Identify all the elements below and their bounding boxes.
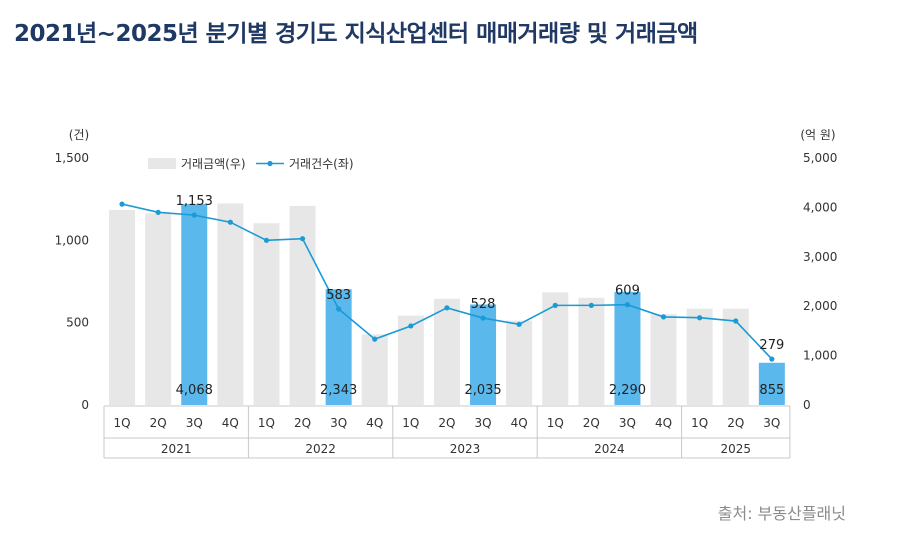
bar-14 [614, 291, 641, 405]
legend-line-label: 거래건수(좌) [289, 157, 354, 171]
right-axis-tick: 0 [803, 398, 811, 412]
source-credit: 출처: 부동산플래닛 [717, 504, 846, 523]
line-point-1 [155, 209, 161, 215]
line-value-label: 279 [759, 338, 784, 353]
line-point-4 [263, 237, 270, 243]
bar-11 [506, 320, 533, 405]
category-tick: 4Q [366, 416, 383, 430]
legend-line-marker [267, 160, 273, 167]
bar-value-label: 4,068 [176, 383, 213, 398]
bar-value-label: 2,035 [464, 383, 501, 398]
bar-8 [397, 315, 424, 405]
line-point-0 [119, 201, 125, 207]
line-point-17 [733, 318, 739, 324]
bar-13 [578, 297, 605, 405]
line-point-13 [588, 302, 594, 308]
legend-bar-label: 거래금액(우) [181, 157, 246, 171]
line-point-2 [191, 212, 197, 218]
line-point-7 [372, 336, 378, 342]
category-tick: 2Q [583, 416, 600, 430]
line-point-15 [660, 314, 667, 320]
line-point-16 [697, 315, 703, 321]
left-axis-tick: 500 [66, 316, 89, 330]
category-tick: 2Q [150, 416, 167, 430]
category-tick: 3Q [619, 416, 636, 430]
page-title: 2021년~2025년 분기별 경기도 지식산업센터 매매거래량 및 거래금액 [14, 21, 698, 47]
right-axis-tick: 4,000 [803, 200, 837, 214]
line-point-8 [408, 323, 414, 329]
category-tick: 4Q [222, 416, 239, 430]
category-tick: 3Q [330, 416, 347, 430]
year-label: 2024 [594, 442, 625, 456]
bar-15 [650, 314, 677, 405]
bar-4 [253, 223, 280, 405]
category-tick: 3Q [186, 416, 203, 430]
bar-value-label: 2,290 [609, 383, 646, 398]
line-value-label: 609 [615, 284, 640, 299]
bar-value-label: 855 [759, 383, 784, 398]
category-tick: 1Q [258, 416, 275, 430]
left-axis-tick: 1,000 [55, 233, 89, 247]
bar-9 [433, 298, 460, 405]
bar-1 [145, 213, 172, 405]
line-point-11 [516, 321, 522, 327]
category-tick: 3Q [475, 416, 492, 430]
left-axis-tick: 1,500 [55, 151, 89, 165]
bar-2 [181, 204, 208, 405]
line-value-label: 1,153 [176, 194, 213, 209]
category-tick: 1Q [402, 416, 419, 430]
category-tick: 2Q [727, 416, 744, 430]
category-tick: 3Q [763, 416, 780, 430]
year-label: 2025 [720, 442, 751, 456]
legend-bar-swatch [148, 158, 176, 169]
bar-18 [758, 362, 785, 405]
year-label: 2023 [450, 442, 481, 456]
category-tick: 2Q [294, 416, 311, 430]
category-tick: 1Q [114, 416, 131, 430]
bar-7 [361, 334, 388, 405]
bar-10 [470, 304, 497, 405]
line-point-14 [624, 302, 631, 308]
right-axis-tick: 2,000 [803, 299, 837, 313]
line-point-10 [480, 315, 486, 321]
line-point-9 [444, 305, 450, 311]
category-tick: 2Q [438, 416, 455, 430]
category-tick: 4Q [655, 416, 672, 430]
line-point-5 [299, 236, 306, 242]
left-axis-tick: 0 [81, 398, 89, 412]
category-tick: 4Q [511, 416, 528, 430]
right-axis-unit: (억 원) [800, 128, 835, 142]
left-axis-unit: (건) [69, 128, 89, 142]
bar-value-label: 2,343 [320, 383, 357, 398]
line-point-3 [227, 219, 233, 225]
bar-3 [217, 203, 244, 405]
bar-16 [686, 308, 713, 405]
right-axis-tick: 5,000 [803, 151, 837, 165]
line-point-6 [336, 306, 342, 312]
right-axis-tick: 1,000 [803, 349, 837, 363]
bar-17 [722, 308, 749, 405]
year-label: 2021 [161, 442, 192, 456]
line-value-label: 528 [471, 297, 496, 312]
line-point-12 [552, 302, 558, 308]
bar-12 [542, 292, 569, 405]
category-tick: 1Q [691, 416, 708, 430]
line-value-label: 583 [326, 288, 351, 303]
bar-5 [289, 205, 316, 405]
right-axis-tick: 3,000 [803, 250, 837, 264]
bar-0 [109, 209, 136, 405]
year-label: 2022 [305, 442, 336, 456]
category-tick: 1Q [547, 416, 564, 430]
line-point-18 [769, 356, 775, 362]
